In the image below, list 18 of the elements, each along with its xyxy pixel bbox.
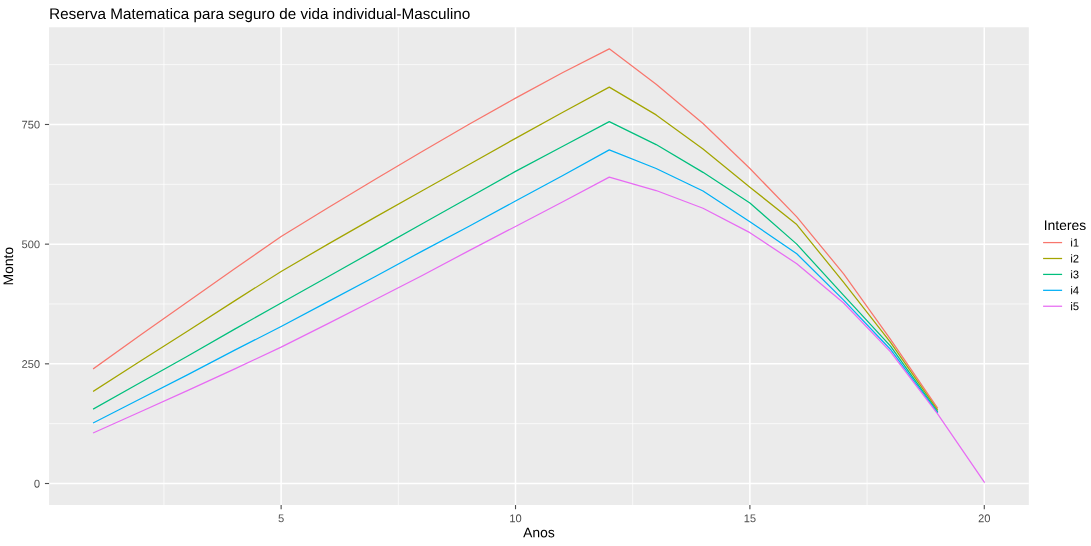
legend-label: i1 (1071, 238, 1079, 247)
x-tick-label: 15 (744, 514, 756, 523)
y-tick-label: 750 (22, 120, 40, 129)
y-tick-label: 0 (34, 479, 40, 488)
x-tick-label: 10 (510, 514, 522, 523)
legend-label: i4 (1071, 286, 1079, 295)
line-series (93, 176, 985, 483)
x-axis-title: Anos (523, 527, 555, 538)
x-tick-label: 5 (278, 514, 284, 523)
chart-title: Reserva Matematica para seguro de vida individual-Masculino (50, 7, 470, 23)
y-tick-label: 250 (22, 360, 40, 368)
legend-title: Interes (1044, 220, 1086, 231)
y-tick-label: 500 (21, 240, 40, 249)
legend-label: i2 (1071, 254, 1079, 263)
y-axis-title: Monto (3, 247, 14, 285)
x-tick-label: 20 (978, 514, 991, 523)
legend-label: i3 (1071, 270, 1079, 279)
legend-label: i5 (1071, 302, 1079, 311)
